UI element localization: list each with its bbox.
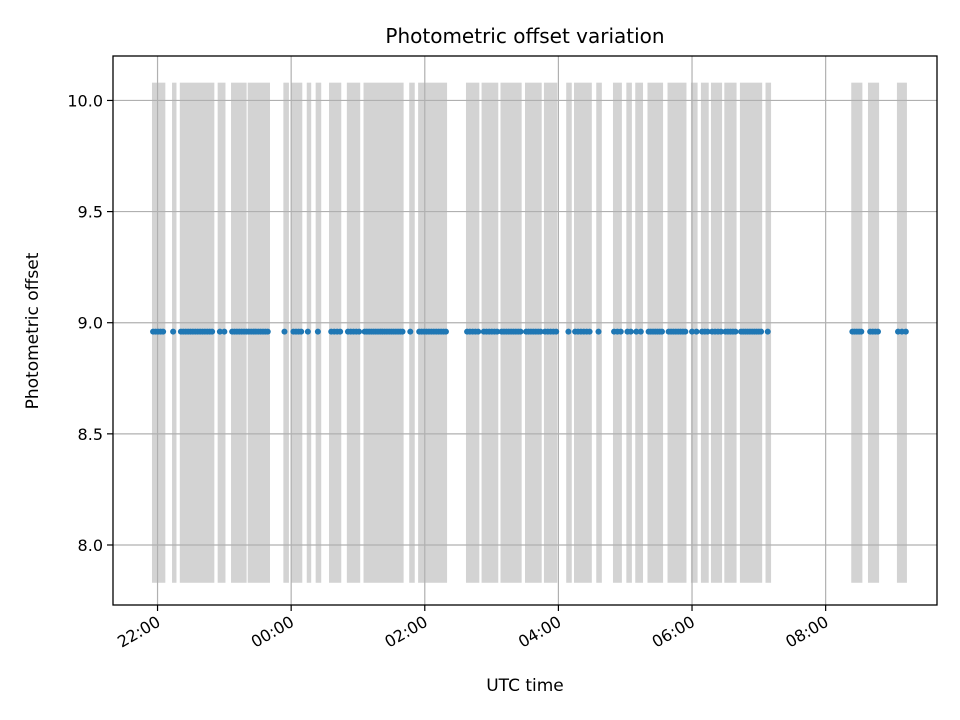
data-point: [494, 328, 501, 335]
x-axis-ticks: 22:00 00:00 02:00 04:00 06:00 08:00: [114, 605, 832, 652]
data-point: [216, 328, 223, 335]
data-point: [874, 328, 881, 335]
data-point: [475, 328, 482, 335]
data-point: [314, 328, 321, 335]
data-point: [704, 328, 711, 335]
y-tick-label: 8.0: [78, 536, 103, 555]
data-point: [693, 328, 700, 335]
data-point: [764, 328, 771, 335]
data-point: [717, 328, 724, 335]
x-tick-label: 02:00: [381, 612, 430, 652]
y-tick-label: 10.0: [67, 91, 103, 110]
data-point: [281, 328, 288, 335]
y-tick-label: 9.0: [78, 314, 103, 333]
data-point: [399, 328, 406, 335]
x-tick-label: 08:00: [782, 612, 831, 652]
data-point: [537, 328, 544, 335]
data-point: [633, 328, 640, 335]
data-point: [209, 328, 216, 335]
data-point: [298, 328, 305, 335]
data-point: [356, 328, 363, 335]
x-tick-label: 04:00: [515, 612, 564, 652]
y-axis-ticks: 8.0 8.5 9.0 9.5 10.0: [67, 91, 113, 555]
data-point: [407, 328, 414, 335]
y-tick-label: 8.5: [78, 425, 103, 444]
data-point: [221, 328, 228, 335]
data-point: [264, 328, 271, 335]
data-point: [337, 328, 344, 335]
x-axis-label: UTC time: [486, 676, 564, 696]
data-point: [689, 328, 696, 335]
data-point: [902, 328, 909, 335]
data-point: [682, 328, 689, 335]
chart-title: Photometric offset variation: [385, 24, 664, 48]
data-points: [150, 328, 909, 335]
data-point: [170, 328, 177, 335]
plot-frame: [112, 55, 938, 606]
data-point: [658, 328, 665, 335]
data-point: [160, 328, 167, 335]
x-tick-label: 22:00: [114, 612, 163, 652]
data-point: [617, 328, 624, 335]
data-point: [586, 328, 593, 335]
x-tick-label: 00:00: [248, 612, 297, 652]
data-point: [517, 328, 524, 335]
x-tick-label: 06:00: [649, 612, 698, 652]
data-point: [758, 328, 765, 335]
data-point: [627, 328, 634, 335]
data-point: [732, 328, 739, 335]
y-tick-label: 9.5: [78, 203, 103, 222]
data-point: [565, 328, 572, 335]
y-axis-label: Photometric offset: [23, 252, 43, 409]
data-point: [442, 328, 449, 335]
data-point: [553, 328, 560, 335]
data-point: [637, 328, 644, 335]
data-point: [304, 328, 311, 335]
data-point: [595, 328, 602, 335]
data-point: [858, 328, 865, 335]
